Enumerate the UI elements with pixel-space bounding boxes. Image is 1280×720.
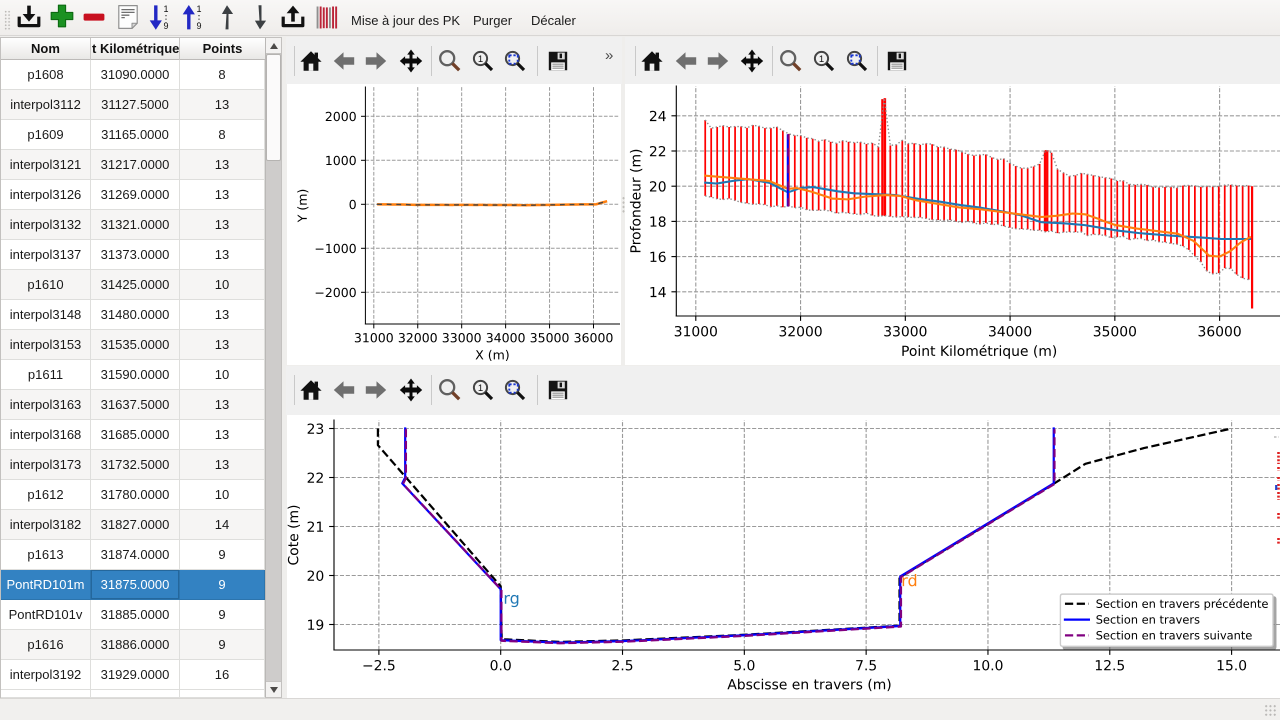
svg-text:1: 1 [196, 4, 201, 14]
svg-text:9: 9 [196, 21, 201, 31]
svg-text:1: 1 [478, 54, 483, 65]
svg-text:1: 1 [163, 4, 168, 14]
svg-text:9: 9 [163, 21, 168, 31]
svg-text:1: 1 [819, 54, 824, 65]
svg-text:1: 1 [478, 383, 483, 394]
